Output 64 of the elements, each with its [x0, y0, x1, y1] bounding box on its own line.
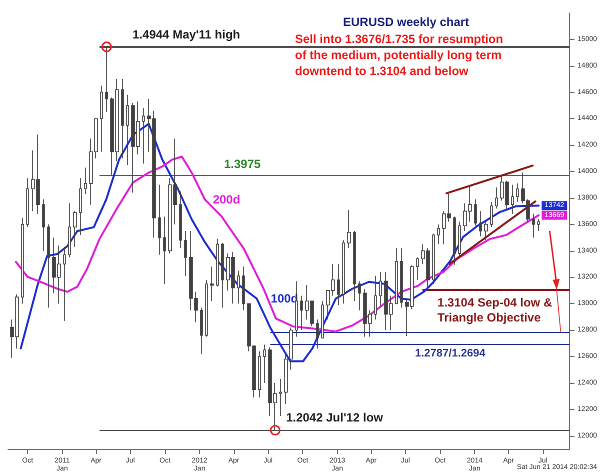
candlestick	[42, 198, 45, 252]
ref-line-label: 1.3104 Sep-04 low & Triangle Objective	[437, 295, 556, 324]
candlestick	[263, 344, 266, 384]
annotation: 1.3975	[224, 157, 262, 171]
candlestick	[353, 230, 356, 302]
candlestick	[68, 202, 71, 258]
candlestick	[73, 210, 77, 248]
candlestick	[516, 183, 519, 202]
candlestick	[374, 276, 377, 320]
candlestick	[205, 279, 208, 338]
candlestick	[300, 295, 303, 330]
candlestick	[458, 221, 461, 257]
candlestick	[432, 233, 435, 284]
candlestick	[342, 240, 345, 304]
candlestick	[142, 108, 145, 164]
text: Sell into 1.3676/1.735 for resumption of the medium, potentially long term downtend to 1.3104 and below	[295, 32, 506, 78]
candlestick	[242, 266, 245, 311]
ref-line-label: 1.2042 Jul'12 low	[286, 410, 384, 425]
candlestick	[511, 184, 514, 214]
candlestick	[347, 209, 351, 249]
candlestick	[237, 270, 240, 304]
candlestick	[163, 216, 166, 284]
candlestick	[216, 238, 219, 287]
candlestick	[316, 319, 319, 349]
candlestick	[279, 378, 282, 416]
candlestick	[495, 187, 498, 209]
candlestick	[84, 167, 87, 194]
candlestick	[47, 224, 50, 308]
annotation: 1.2787/1.2694	[415, 348, 486, 360]
ref-line-label: 1.4944 May'11 high	[132, 27, 240, 42]
candlestick	[395, 248, 398, 304]
candlestick	[105, 46, 108, 112]
candlestick	[258, 350, 261, 398]
candlestick	[337, 264, 340, 306]
candlestick	[79, 178, 82, 236]
candlestick	[532, 213, 535, 238]
candlestick	[379, 272, 382, 307]
candlestick	[221, 242, 224, 308]
line-series	[20, 122, 540, 362]
candlestick	[126, 94, 129, 166]
candlestick	[179, 190, 182, 249]
candlestick	[479, 210, 482, 237]
candlestick	[321, 300, 324, 338]
candlestick	[537, 218, 540, 232]
chart-title: EURUSD weekly chart	[343, 15, 470, 29]
series-label: 200d	[212, 192, 240, 206]
candlestick	[358, 280, 361, 311]
candlestick	[26, 178, 29, 228]
candlestick	[453, 216, 456, 266]
candlestick	[210, 266, 214, 302]
candlestick	[484, 221, 488, 241]
candlestick	[158, 184, 161, 256]
candlestick	[200, 307, 203, 354]
candlestick	[121, 78, 124, 159]
candlestick	[437, 224, 440, 245]
candlestick	[400, 248, 403, 308]
candlestick	[100, 85, 103, 152]
candlestick	[416, 257, 419, 280]
candlestick	[21, 217, 24, 304]
candlestick	[63, 246, 66, 322]
candlestick	[490, 202, 493, 228]
candlestick	[474, 198, 477, 226]
candlestick	[184, 230, 187, 276]
line-series	[14, 156, 540, 333]
